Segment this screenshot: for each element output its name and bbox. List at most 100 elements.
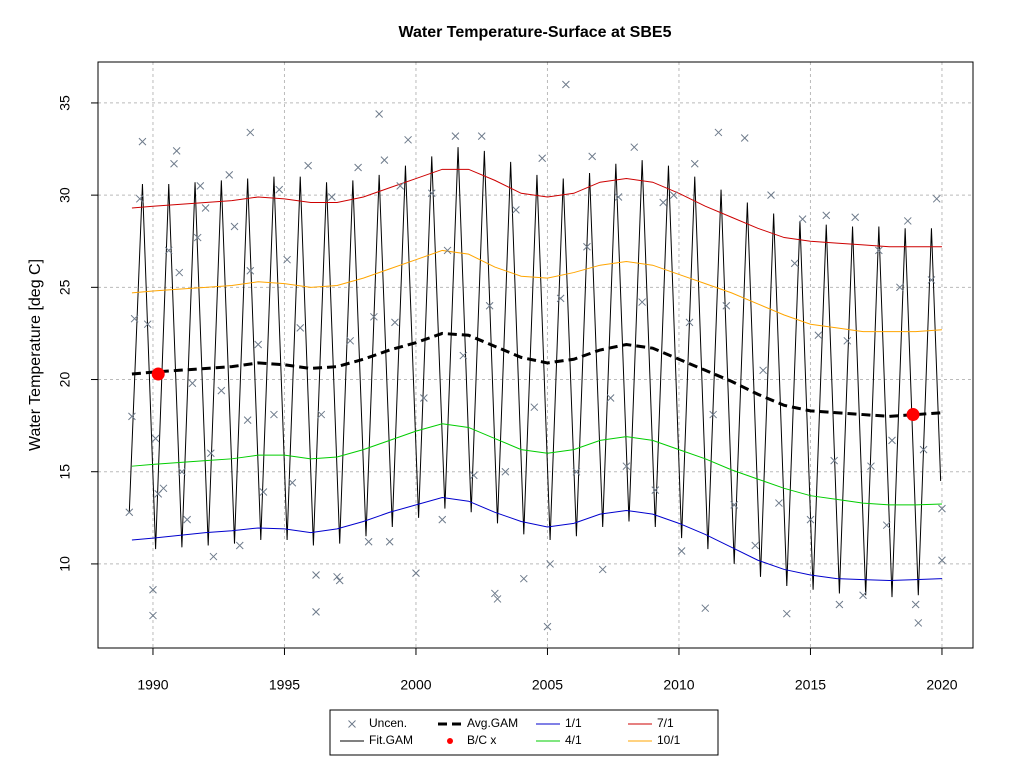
point — [622, 462, 631, 471]
legend-item: 7/1 — [628, 716, 674, 730]
point — [175, 268, 184, 277]
point — [714, 128, 723, 137]
x-tick-label: 2020 — [926, 677, 957, 693]
point — [938, 556, 946, 565]
legend-symbol — [447, 738, 453, 744]
point — [270, 410, 278, 419]
plot-frame — [97, 61, 974, 649]
point — [443, 246, 452, 255]
x-tick-label: 2005 — [532, 677, 563, 693]
point — [782, 609, 791, 618]
point — [759, 366, 767, 375]
point — [927, 276, 936, 284]
point — [217, 386, 226, 395]
point — [630, 143, 639, 152]
point — [304, 161, 312, 170]
point — [914, 619, 923, 627]
point — [822, 211, 831, 220]
point — [477, 132, 486, 140]
point — [396, 182, 405, 190]
point — [512, 206, 520, 214]
legend-item: Avg.GAM — [438, 716, 518, 730]
legend-item: B/C x — [447, 733, 496, 747]
point — [888, 436, 896, 445]
point — [546, 560, 554, 568]
point — [843, 336, 852, 345]
point — [178, 467, 186, 476]
point — [588, 152, 597, 161]
x-tick-label: 2010 — [663, 677, 694, 693]
point — [451, 132, 460, 140]
point — [669, 191, 678, 199]
line — [131, 168, 942, 248]
point — [420, 394, 428, 402]
point — [638, 298, 646, 306]
point — [254, 340, 263, 349]
point — [193, 233, 202, 242]
point — [380, 156, 389, 164]
point — [243, 416, 252, 424]
point — [183, 515, 192, 524]
point — [798, 215, 807, 223]
point — [493, 595, 502, 603]
point — [135, 194, 144, 203]
point — [130, 314, 139, 323]
point — [438, 515, 447, 524]
point — [209, 552, 218, 561]
point — [385, 537, 394, 546]
point — [346, 336, 355, 345]
point — [283, 255, 291, 264]
legend-item: Fit.GAM — [340, 733, 413, 747]
y-tick-label: 10 — [57, 556, 73, 572]
x-tick-label: 1990 — [137, 677, 168, 693]
line — [131, 249, 943, 333]
point — [806, 515, 815, 524]
point — [491, 589, 499, 598]
x-tick-label: 1995 — [269, 677, 300, 693]
y-axis-label: Water Temperature [deg C] — [27, 259, 44, 451]
point — [459, 351, 468, 360]
x-tick-label: 2000 — [400, 677, 431, 693]
point — [170, 159, 178, 168]
point — [312, 608, 320, 616]
point — [354, 163, 362, 172]
legend-label: 1/1 — [565, 716, 582, 730]
point — [246, 128, 255, 137]
point — [312, 571, 320, 579]
point — [767, 191, 775, 199]
x-tick-label: 2015 — [795, 677, 826, 693]
point — [651, 486, 660, 495]
point — [348, 720, 356, 728]
point — [538, 154, 547, 163]
point — [196, 182, 205, 190]
point — [932, 194, 941, 203]
point — [556, 294, 565, 303]
point — [412, 569, 420, 577]
chart-title: Water Temperature-Surface at SBE5 — [399, 24, 672, 41]
point — [149, 611, 157, 620]
point — [606, 394, 615, 402]
point — [201, 204, 210, 212]
point — [370, 312, 378, 321]
point — [404, 135, 412, 144]
point — [730, 501, 739, 509]
point — [125, 508, 134, 517]
point — [519, 574, 528, 583]
point — [543, 622, 552, 631]
point — [246, 266, 255, 275]
legend-item: 4/1 — [536, 733, 582, 747]
point — [235, 541, 244, 550]
point — [775, 499, 783, 507]
point — [867, 462, 875, 471]
legend-label: B/C x — [467, 733, 496, 747]
point — [469, 471, 478, 480]
point — [583, 242, 591, 251]
point — [188, 379, 197, 388]
line — [131, 423, 942, 506]
point — [896, 283, 904, 292]
point — [151, 434, 160, 443]
legend-item: Uncen. — [348, 716, 407, 730]
point — [164, 246, 173, 255]
